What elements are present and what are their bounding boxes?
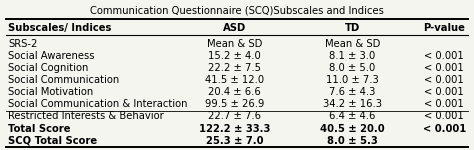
Text: Communication Questionnaire (SCQ)Subscales and Indices: Communication Questionnaire (SCQ)Subscal… [90,6,384,16]
Text: Social Cognition: Social Cognition [9,63,89,73]
Text: 34.2 ± 16.3: 34.2 ± 16.3 [323,99,382,109]
Text: < 0.001: < 0.001 [423,124,466,134]
Text: Mean & SD: Mean & SD [325,39,380,49]
Text: 8.0 ± 5.0: 8.0 ± 5.0 [329,63,375,73]
Text: 41.5 ± 12.0: 41.5 ± 12.0 [205,75,264,85]
Text: < 0.001: < 0.001 [424,63,464,73]
Text: 25.3 ± 7.0: 25.3 ± 7.0 [206,136,264,146]
Text: Social Communication & Interaction: Social Communication & Interaction [9,99,188,109]
Text: 122.2 ± 33.3: 122.2 ± 33.3 [199,124,270,134]
Text: ASD: ASD [223,23,246,33]
Text: 20.4 ± 6.6: 20.4 ± 6.6 [208,87,261,97]
Text: SCQ Total Score: SCQ Total Score [9,136,98,146]
Text: P-value: P-value [423,23,465,33]
Text: Social Communication: Social Communication [9,75,120,85]
Text: Restricted Interests & Behavior: Restricted Interests & Behavior [9,111,164,122]
Text: 15.2 ± 4.0: 15.2 ± 4.0 [208,51,261,61]
Text: < 0.001: < 0.001 [424,111,464,122]
Text: < 0.001: < 0.001 [424,87,464,97]
Text: SRS-2: SRS-2 [9,39,38,49]
Text: Social Motivation: Social Motivation [9,87,94,97]
Text: 40.5 ± 20.0: 40.5 ± 20.0 [320,124,385,134]
Text: Social Awareness: Social Awareness [9,51,95,61]
Text: 6.4 ± 4.6: 6.4 ± 4.6 [329,111,375,122]
Text: 8.1 ± 3.0: 8.1 ± 3.0 [329,51,375,61]
Text: 22.2 ± 7.5: 22.2 ± 7.5 [208,63,261,73]
Text: 11.0 ± 7.3: 11.0 ± 7.3 [326,75,379,85]
Text: 8.0 ± 5.3: 8.0 ± 5.3 [327,136,378,146]
Text: Mean & SD: Mean & SD [207,39,262,49]
Text: Subscales/ Indices: Subscales/ Indices [9,23,112,33]
Text: 22.7 ± 7.6: 22.7 ± 7.6 [208,111,261,122]
Text: 99.5 ± 26.9: 99.5 ± 26.9 [205,99,264,109]
Text: 7.6 ± 4.3: 7.6 ± 4.3 [329,87,375,97]
Text: TD: TD [345,23,360,33]
Text: < 0.001: < 0.001 [424,99,464,109]
Text: < 0.001: < 0.001 [424,75,464,85]
Text: Total Score: Total Score [9,124,71,134]
Text: < 0.001: < 0.001 [424,51,464,61]
